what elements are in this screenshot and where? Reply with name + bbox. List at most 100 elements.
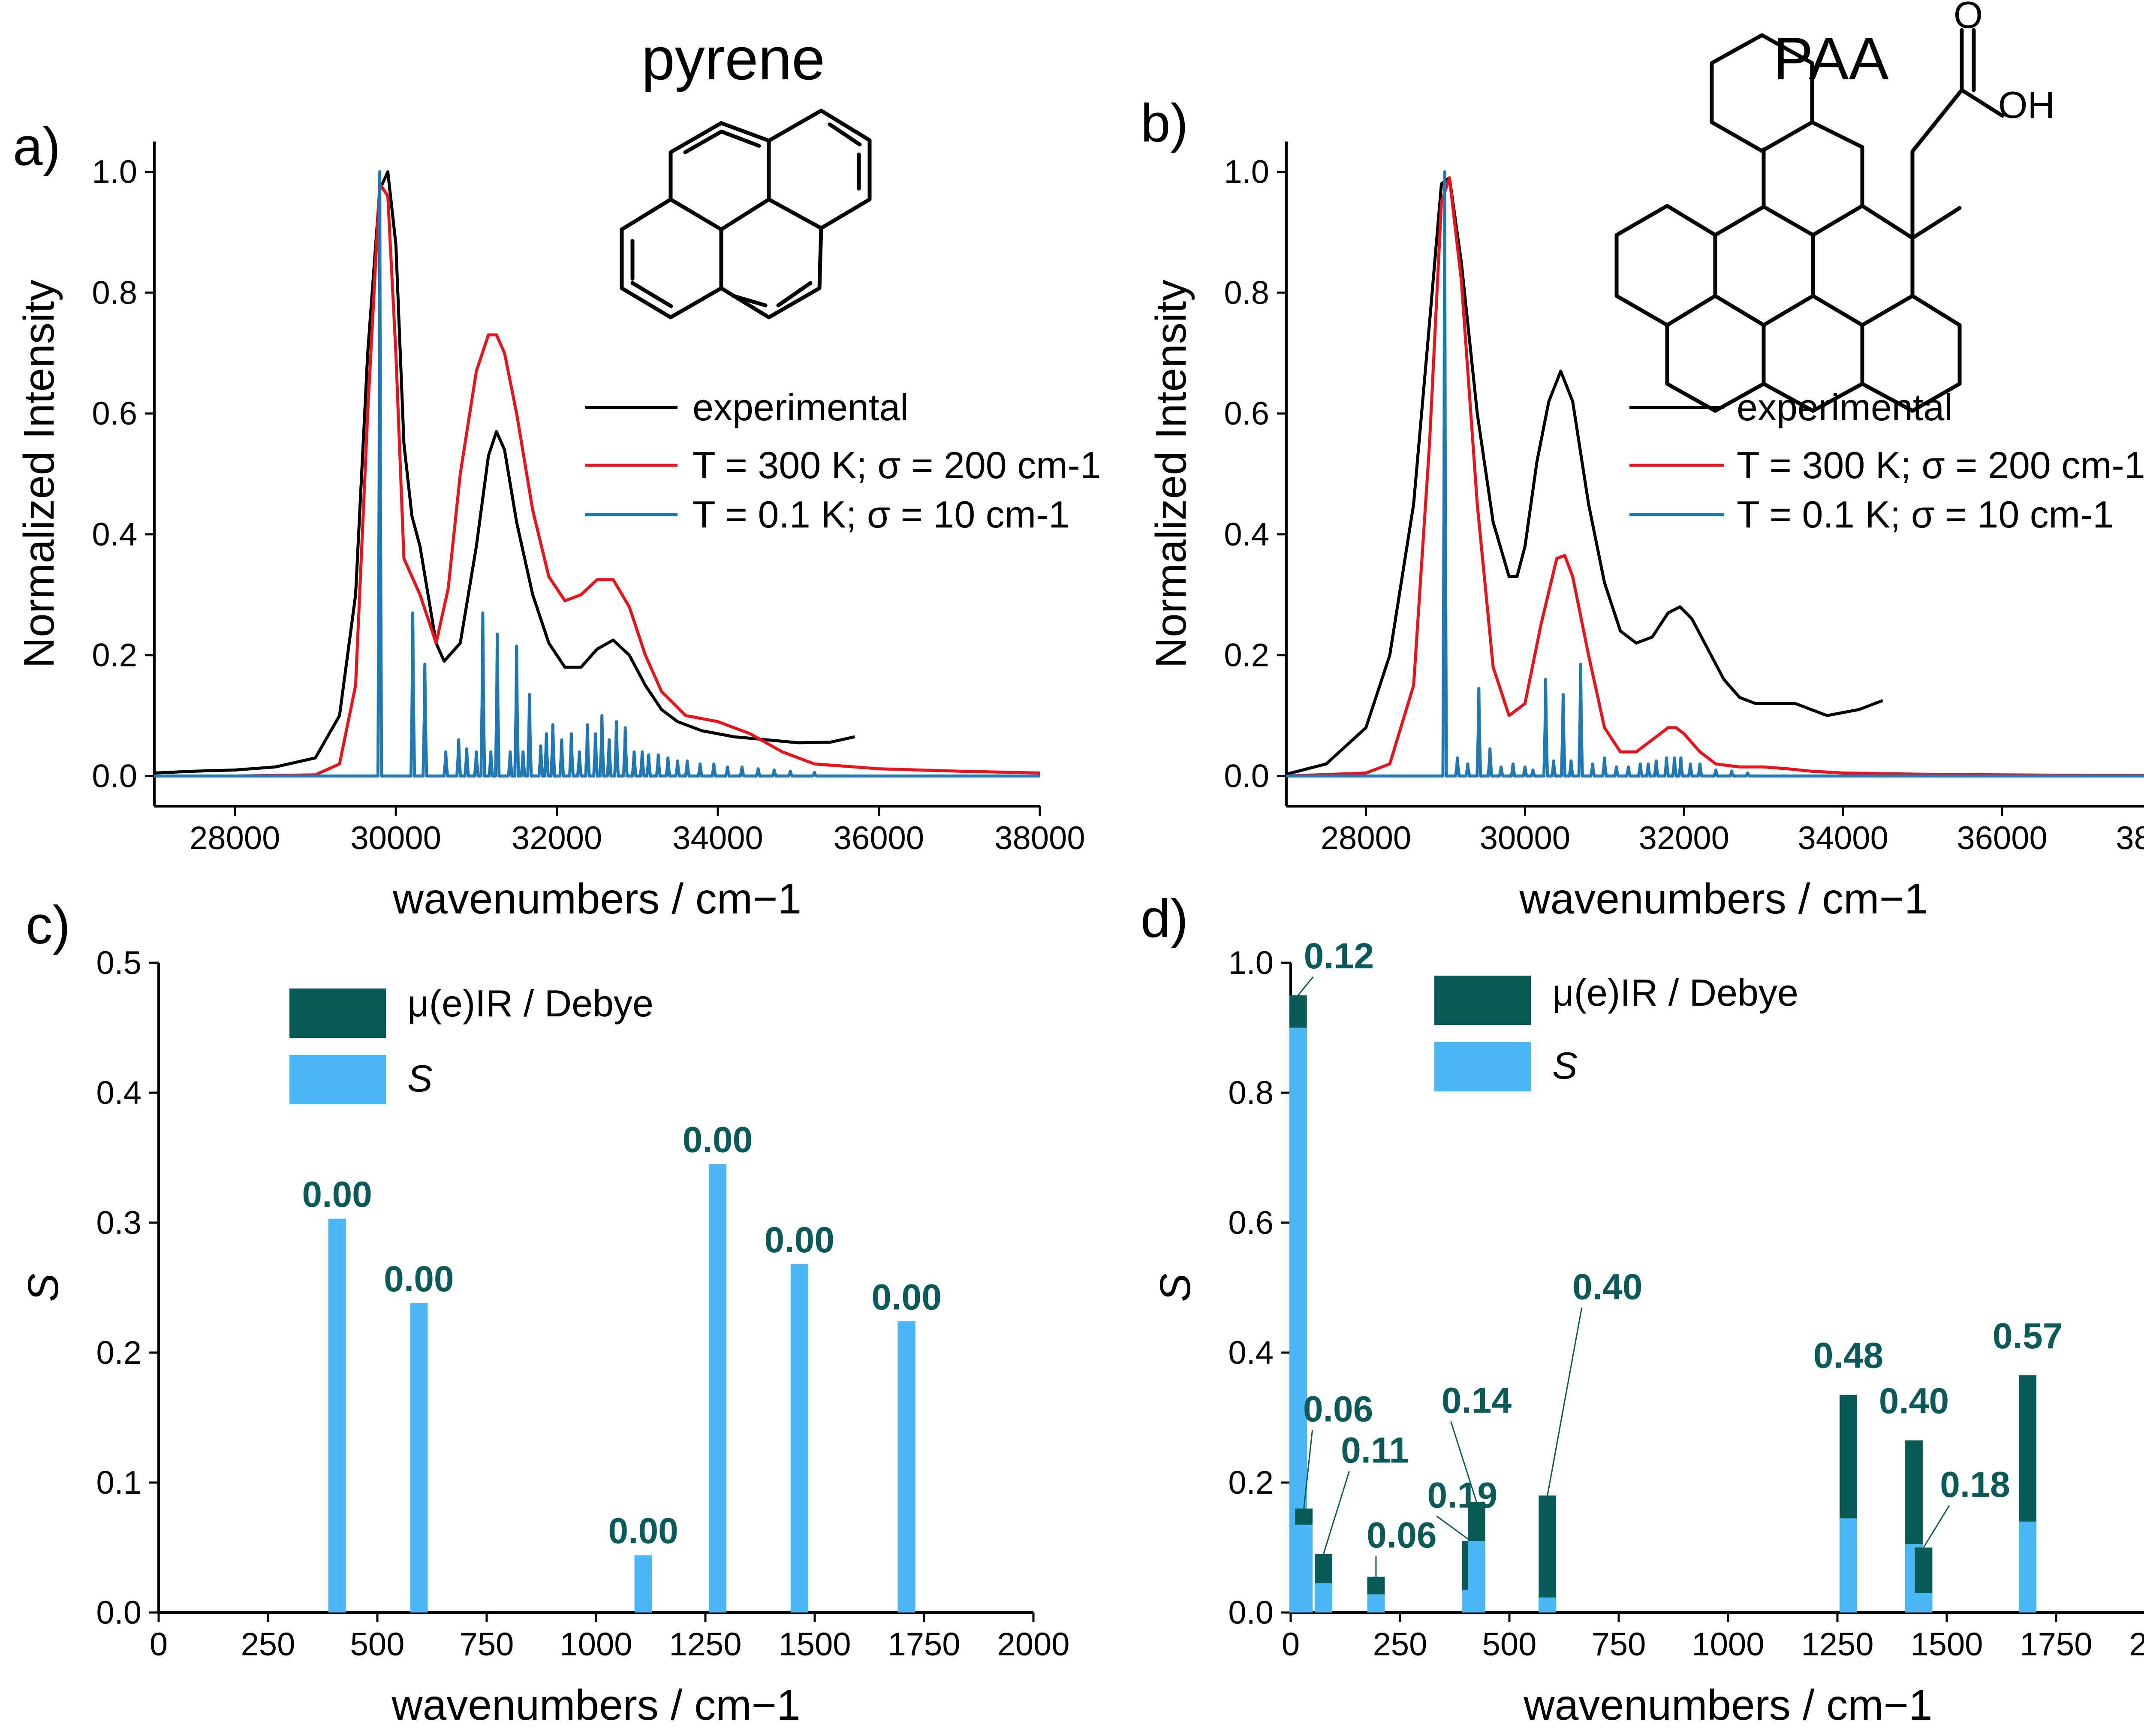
pyrene-structure — [620, 108, 872, 319]
bar-plot-paa: 0250500750100012501500175020000.00.20.40… — [1151, 936, 2144, 1729]
y-tick-label: 0.6 — [1228, 1205, 1274, 1241]
y-tick-label: 0.0 — [92, 758, 137, 795]
paa-structure — [1614, 28, 2005, 413]
y-axis-title: Normalized Intensity — [1147, 280, 1195, 668]
y-tick-label: 0.0 — [1228, 1594, 1274, 1631]
bar-s — [790, 1264, 808, 1612]
y-tick-label: 1.0 — [92, 154, 137, 190]
y-tick-label: 0.6 — [92, 395, 137, 432]
y-tick-label: 1.0 — [1228, 945, 1274, 981]
bar-value-label: 0.40 — [1879, 1381, 1949, 1421]
x-tick-label: 1000 — [560, 1626, 632, 1663]
series-line-t01 — [154, 170, 1040, 778]
bar-s — [2019, 1521, 2037, 1612]
x-tick-label: 32000 — [1639, 820, 1729, 856]
x-tick-label: 1250 — [1801, 1626, 1873, 1663]
y-axis-title: S — [19, 1273, 67, 1302]
spectrum-plot-pyrene: 28000 30000 32000 34000 36000 38000 0.0 0.2 0.4 0… — [15, 142, 1085, 923]
bar-value-label: 0.00 — [302, 1174, 372, 1215]
y-tick-label: 0.2 — [92, 637, 137, 674]
panel-letter-a: a) — [13, 117, 60, 177]
x-axis-title: wavenumbers / cm−1 — [1523, 1681, 1932, 1729]
bar-label-leader — [1450, 1421, 1477, 1502]
bar-label-leader — [1547, 1308, 1583, 1496]
bar-label-leader — [1303, 1430, 1313, 1509]
legend-bars-d: μ(e)IR / Debye S — [1434, 971, 1798, 1091]
legend-label-t01: T = 0.1 K; σ = 10 cm-1 — [1737, 493, 2114, 536]
x-tick-label: 250 — [1373, 1626, 1427, 1663]
y-axis-title: Normalized Intensity — [15, 280, 63, 668]
bar-value-label: 0.11 — [1341, 1430, 1409, 1471]
legend-swatch-s — [289, 1055, 386, 1104]
legend-label-mu: μ(e)IR / Debye — [1552, 971, 1798, 1014]
y-tick-label: 0.2 — [1228, 1465, 1274, 1501]
bar-label-leader — [1298, 976, 1314, 996]
legend-label-t300: T = 300 K; σ = 200 cm-1 — [693, 444, 1101, 486]
x-tick-label: 750 — [460, 1626, 514, 1663]
bar-value-label: 0.18 — [1940, 1465, 2010, 1505]
x-tick-label: 1500 — [1910, 1626, 1983, 1663]
legend-label-t300: T = 300 K; σ = 200 cm-1 — [1737, 444, 2144, 486]
x-tick-label: 500 — [1482, 1626, 1537, 1663]
y-tick-label: 0.5 — [96, 945, 142, 981]
bar-value-label: 0.00 — [608, 1511, 678, 1551]
x-tick-label: 0 — [1282, 1626, 1300, 1663]
y-tick-label: 0.2 — [96, 1335, 142, 1371]
title-pyrene: pyrene — [641, 25, 825, 92]
x-tick-label: 500 — [350, 1626, 405, 1663]
x-tick-label: 1750 — [888, 1626, 960, 1663]
bar-s — [1840, 1518, 1857, 1612]
x-tick-label: 28000 — [1321, 820, 1411, 856]
bar-value-label: 0.06 — [1303, 1389, 1373, 1429]
legend-swatch-mu — [289, 989, 386, 1038]
y-tick-label: 0.6 — [1224, 395, 1269, 432]
bar-s — [1468, 1541, 1485, 1612]
paa-oxygen-label: O — [1954, 0, 1983, 36]
y-tick-label: 0.8 — [92, 274, 137, 311]
x-tick-label: 1500 — [778, 1626, 851, 1663]
bar-value-label: 0.19 — [1427, 1475, 1497, 1515]
y-tick-label: 0.4 — [1224, 516, 1269, 553]
bar-s — [1539, 1597, 1557, 1612]
panel-letter-d: d) — [1141, 889, 1188, 949]
legend-label-s: S — [407, 1057, 433, 1100]
bar-mu — [1539, 1495, 1557, 1612]
x-tick-label: 32000 — [512, 820, 602, 856]
panel-letter-b: b) — [1141, 93, 1188, 153]
series-line-t01 — [1286, 170, 2144, 778]
x-tick-label: 30000 — [1480, 820, 1570, 856]
bar-value-label: 0.12 — [1304, 936, 1374, 976]
x-tick-label: 1750 — [2020, 1626, 2092, 1663]
bar-value-label: 0.57 — [1993, 1316, 2063, 1356]
legend-spectra-b: experimental T = 300 K; σ = 200 cm-1 T =… — [1629, 386, 2144, 536]
bar-s — [1367, 1594, 1385, 1612]
bar-s — [1295, 1525, 1313, 1612]
legend-label-mu: μ(e)IR / Debye — [407, 982, 653, 1025]
legend-swatch-mu — [1434, 976, 1531, 1025]
bar-s — [1315, 1583, 1332, 1612]
bar-value-label: 0.06 — [1367, 1515, 1437, 1555]
y-tick-label: 0.4 — [92, 516, 137, 553]
bar-s — [709, 1164, 726, 1612]
panel-letter-c: c) — [26, 895, 70, 955]
x-tick-label: 2000 — [997, 1626, 1069, 1663]
x-tick-label: 34000 — [672, 820, 763, 856]
bar-value-label: 0.00 — [683, 1120, 753, 1160]
x-tick-label: 2000 — [2129, 1626, 2144, 1663]
bar-plot-pyrene: 0 250 500 750 1000 1250 1500 1750 2000 0.0 0.1 0.2 0… — [19, 945, 1070, 1729]
x-axis-title: wavenumbers / cm−1 — [392, 875, 801, 923]
bar-s — [328, 1218, 346, 1612]
x-tick-label: 1250 — [669, 1626, 741, 1663]
y-tick-label: 0.1 — [96, 1465, 142, 1501]
x-axis-title: wavenumbers / cm−1 — [1519, 875, 1928, 923]
y-tick-label: 0.2 — [1224, 637, 1269, 674]
bar-s — [410, 1303, 428, 1612]
legend-label-t01: T = 0.1 K; σ = 10 cm-1 — [693, 493, 1069, 536]
bar-s — [897, 1321, 915, 1612]
bar-value-label: 0.00 — [871, 1277, 942, 1317]
legend-swatch-s — [1434, 1042, 1531, 1091]
x-tick-label: 750 — [1592, 1626, 1646, 1663]
y-tick-label: 0.3 — [96, 1205, 142, 1241]
bar-value-label: 0.48 — [1813, 1335, 1884, 1375]
